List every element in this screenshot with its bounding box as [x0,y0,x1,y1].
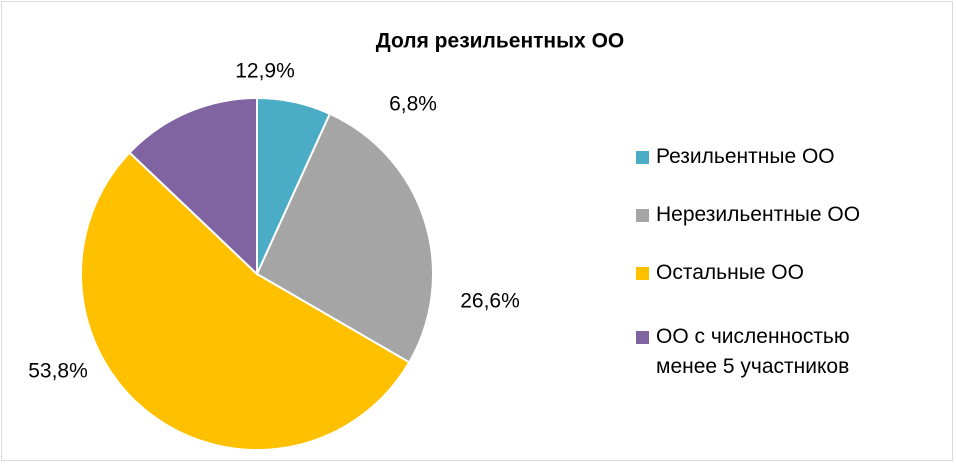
pie-slice [255,112,434,364]
data-label: 26,6% [460,290,520,313]
legend-label: Нерезильентные ОО [656,203,861,226]
legend: Резильентные ОО Нерезильентные ОО Остальны… [636,142,896,410]
legend-item: Остальные ОО [636,258,896,288]
legend-swatch [636,331,649,344]
pie-slice [128,96,258,277]
legend-label: Остальные ОО [656,261,804,284]
legend-item: Резильентные ОО [636,142,896,172]
legend-label: Резильентные ОО [656,145,835,168]
data-label: 53,8% [28,360,88,383]
legend-swatch [636,267,649,280]
chart-title: Доля резильентных ОО [376,30,625,53]
legend-swatch [636,209,649,222]
data-label: 6,8% [389,93,437,116]
legend-item: ОО с численностью менее 5 участников [636,322,896,382]
legend-swatch [636,151,649,164]
data-label: 12,9% [235,60,295,83]
legend-item: Нерезильентные ОО [636,200,896,230]
pie-slice [80,151,411,451]
legend-label: ОО с численностью менее 5 участников [656,325,850,378]
